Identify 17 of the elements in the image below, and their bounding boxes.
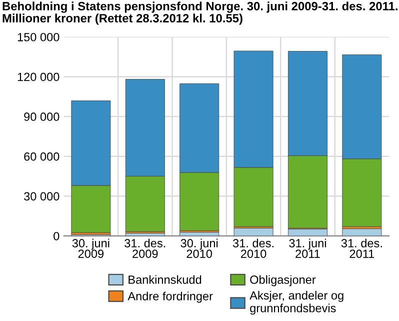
x-tick-label: 31. des. 2011	[341, 238, 382, 258]
y-tick-label: 60 000	[24, 152, 60, 161]
x-tick-label: 31. des. 2010	[232, 238, 274, 258]
legend-label: Bankinnskudd	[128, 275, 202, 284]
x-tick-label: 31. juni 2011	[289, 238, 326, 258]
y-tick-label: 90 000	[24, 112, 60, 121]
legend-label: Aksjer, andeler og grunnfondsbevis	[250, 290, 344, 315]
chart-title: Beholdning i Statens pensjonsfond Norge. 30. juni 2009-31. des. 2011. Millioner kroner (Rettet 28.3.2012 kl. 10.55)	[2, 2, 398, 25]
x-tick-label: 31. des. 2009	[124, 238, 166, 258]
legend-label: Obligasjoner	[250, 275, 316, 286]
x-tick-label: 30. juni 2009	[72, 238, 110, 258]
x-tick-label: 30. juni 2010	[180, 238, 218, 258]
y-tick-label: 120 000	[18, 72, 60, 82]
y-tick-label: 30 000	[24, 192, 60, 201]
y-tick-label: 0	[54, 232, 60, 240]
y-tick-label: 150 000	[18, 32, 60, 42]
legend-label: Andre fordringer	[128, 292, 213, 303]
